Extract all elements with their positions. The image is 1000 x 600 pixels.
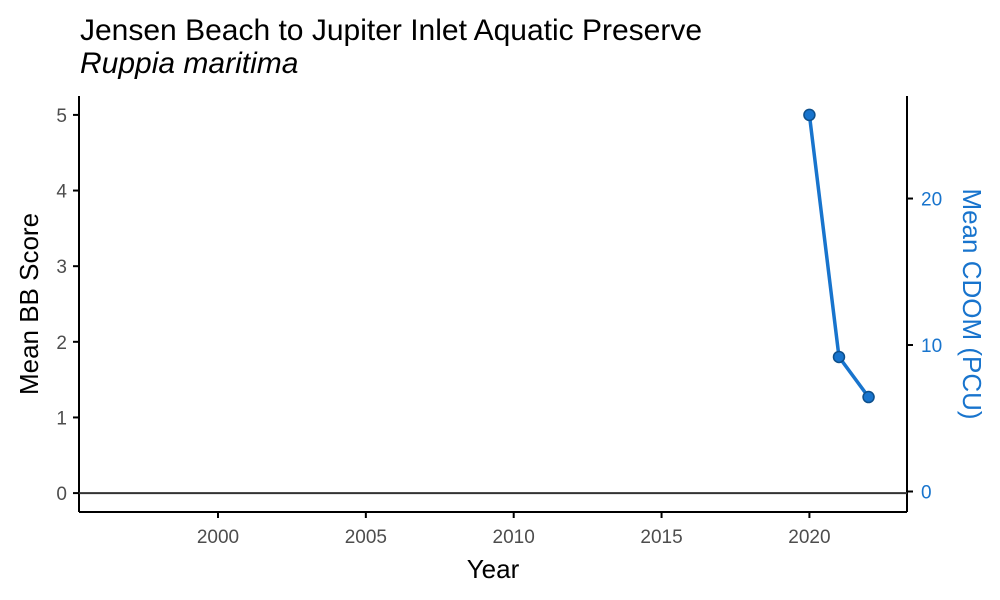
y-axis-title: Mean BB Score xyxy=(14,213,44,395)
x-axis-title: Year xyxy=(467,554,520,584)
chart-title: Jensen Beach to Jupiter Inlet Aquatic Pr… xyxy=(80,14,702,47)
x-tick-label: 2015 xyxy=(640,527,682,548)
data-point xyxy=(832,350,846,364)
y-tick-label: 5 xyxy=(56,106,67,127)
x-tick-label: 2010 xyxy=(493,527,535,548)
y-tick-label: 0 xyxy=(56,484,67,505)
x-tick-label: 2005 xyxy=(345,527,387,548)
data-point xyxy=(803,108,816,122)
y-tick-label: 3 xyxy=(56,257,67,278)
y-tick-label: 4 xyxy=(56,182,67,203)
x-tick-label: 2020 xyxy=(788,527,830,548)
y2-tick-label: 10 xyxy=(921,336,942,357)
data-point xyxy=(862,390,875,404)
chart-subtitle: Ruppia maritima xyxy=(80,47,298,80)
x-tick-label: 2000 xyxy=(197,527,239,548)
y2-axis-title: Mean CDOM (PCU) xyxy=(957,188,987,419)
plot-area: 2000 2005 2010 2015 2020 0 1 2 3 4 5 0 10 20 xyxy=(56,96,942,548)
y-tick-label: 1 xyxy=(56,408,67,429)
y2-tick-label: 0 xyxy=(921,482,932,503)
y-tick-label: 2 xyxy=(56,333,67,354)
y2-tick-label: 20 xyxy=(921,190,942,211)
